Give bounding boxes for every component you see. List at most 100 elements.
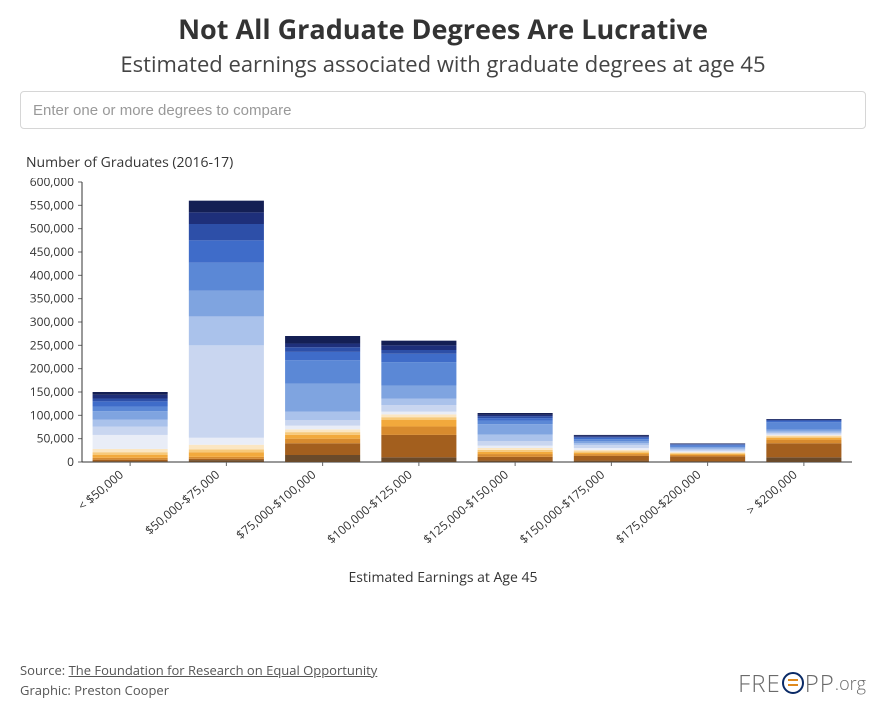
bar-segment[interactable]: [478, 452, 553, 454]
bar-segment[interactable]: [766, 432, 841, 433]
bar-segment[interactable]: [285, 439, 360, 444]
source-link[interactable]: The Foundation for Research on Equal Opp…: [69, 661, 378, 679]
bar-segment[interactable]: [381, 385, 456, 398]
bar-segment[interactable]: [381, 412, 456, 415]
bar-segment[interactable]: [381, 399, 456, 406]
bar-segment[interactable]: [93, 399, 168, 402]
bar-segment[interactable]: [93, 455, 168, 458]
bar-segment[interactable]: [189, 224, 264, 240]
bar-segment[interactable]: [285, 429, 360, 432]
bar-segment[interactable]: [93, 427, 168, 435]
bar-segment[interactable]: [381, 435, 456, 457]
bar-segment[interactable]: [478, 413, 553, 415]
bar-segment[interactable]: [189, 452, 264, 457]
bar-segment[interactable]: [574, 441, 649, 443]
bar-segment[interactable]: [670, 454, 745, 455]
bar-segment[interactable]: [670, 446, 745, 447]
bar-segment[interactable]: [381, 420, 456, 427]
bar-segment[interactable]: [93, 452, 168, 455]
bar-segment[interactable]: [285, 435, 360, 439]
bar-segment[interactable]: [766, 443, 841, 457]
bar-segment[interactable]: [766, 421, 841, 422]
bar-segment[interactable]: [189, 316, 264, 345]
bar-segment[interactable]: [670, 451, 745, 452]
bar-segment[interactable]: [670, 447, 745, 448]
bar-segment[interactable]: [189, 240, 264, 262]
degree-search-input[interactable]: [20, 91, 866, 129]
bar-segment[interactable]: [766, 438, 841, 440]
bar-segment[interactable]: [189, 445, 264, 450]
bar-segment[interactable]: [93, 401, 168, 406]
bar-segment[interactable]: [189, 212, 264, 224]
bar-segment[interactable]: [285, 360, 360, 383]
bar-segment[interactable]: [93, 460, 168, 461]
bar-segment[interactable]: [478, 420, 553, 424]
bar-segment[interactable]: [285, 412, 360, 420]
bar-segment[interactable]: [285, 432, 360, 435]
bar-segment[interactable]: [670, 452, 745, 453]
bar-segment[interactable]: [766, 440, 841, 444]
bar-segment[interactable]: [93, 395, 168, 399]
bar-segment[interactable]: [766, 420, 841, 421]
bar-segment[interactable]: [381, 414, 456, 417]
bar-segment[interactable]: [93, 458, 168, 460]
bar-segment[interactable]: [189, 449, 264, 452]
bar-segment[interactable]: [285, 443, 360, 455]
bar-segment[interactable]: [285, 455, 360, 462]
bar-segment[interactable]: [381, 341, 456, 346]
bar-segment[interactable]: [478, 454, 553, 457]
bar-segment[interactable]: [574, 461, 649, 462]
bar-segment[interactable]: [285, 420, 360, 426]
bar-segment[interactable]: [93, 449, 168, 452]
bar-segment[interactable]: [574, 448, 649, 450]
bar-segment[interactable]: [93, 392, 168, 395]
bar-segment[interactable]: [285, 426, 360, 430]
bar-segment[interactable]: [189, 263, 264, 291]
bar-segment[interactable]: [381, 350, 456, 354]
bar-segment[interactable]: [766, 436, 841, 437]
bar-segment[interactable]: [574, 451, 649, 452]
bar-segment[interactable]: [93, 420, 168, 427]
bar-segment[interactable]: [93, 461, 168, 462]
bar-segment[interactable]: [381, 427, 456, 435]
bar-segment[interactable]: [285, 352, 360, 360]
bar-segment[interactable]: [189, 201, 264, 213]
bar-segment[interactable]: [285, 336, 360, 343]
bar-segment[interactable]: [189, 459, 264, 460]
bar-segment[interactable]: [766, 457, 841, 462]
bar-segment[interactable]: [478, 457, 553, 461]
bar-segment[interactable]: [574, 443, 649, 445]
bar-segment[interactable]: [478, 416, 553, 418]
bar-segment[interactable]: [574, 453, 649, 454]
bar-segment[interactable]: [670, 456, 745, 461]
bar-segment[interactable]: [574, 437, 649, 438]
bar-segment[interactable]: [381, 354, 456, 362]
bar-segment[interactable]: [574, 438, 649, 439]
bar-segment[interactable]: [670, 455, 745, 456]
bar-segment[interactable]: [285, 343, 360, 347]
bar-segment[interactable]: [93, 411, 168, 419]
bar-segment[interactable]: [574, 456, 649, 461]
bar-segment[interactable]: [189, 345, 264, 437]
bar-segment[interactable]: [478, 446, 553, 448]
bar-segment[interactable]: [189, 438, 264, 445]
bar-segment[interactable]: [670, 448, 745, 449]
bar-segment[interactable]: [478, 461, 553, 462]
bar-segment[interactable]: [478, 415, 553, 416]
bar-segment[interactable]: [574, 435, 649, 436]
bar-segment[interactable]: [189, 460, 264, 462]
bar-segment[interactable]: [670, 450, 745, 451]
bar-segment[interactable]: [766, 434, 841, 435]
bar-segment[interactable]: [670, 445, 745, 446]
bar-segment[interactable]: [766, 430, 841, 432]
bar-segment[interactable]: [93, 406, 168, 411]
bar-segment[interactable]: [189, 457, 264, 459]
bar-segment[interactable]: [478, 448, 553, 450]
bar-segment[interactable]: [766, 433, 841, 434]
bar-segment[interactable]: [574, 436, 649, 437]
bar-segment[interactable]: [381, 345, 456, 350]
bar-segment[interactable]: [381, 405, 456, 412]
bar-segment[interactable]: [285, 347, 360, 352]
bar-segment[interactable]: [574, 439, 649, 441]
bar-segment[interactable]: [381, 457, 456, 462]
